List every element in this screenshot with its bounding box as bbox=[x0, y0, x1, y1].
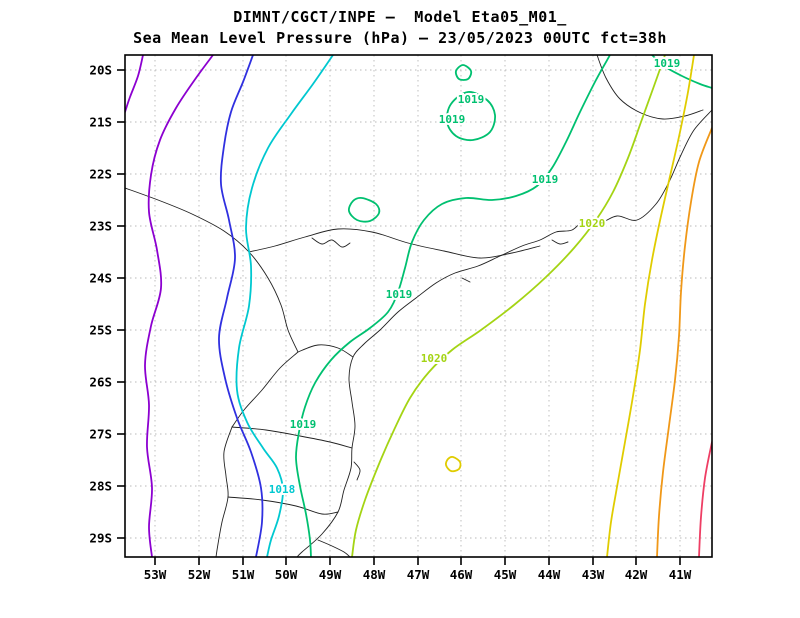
lon-tick-label: 48W bbox=[363, 567, 386, 582]
plot-title: DIMNT/CGCT/INPE – Model Eta05_M01_ bbox=[233, 8, 567, 26]
map-outline-border-mg-es bbox=[596, 55, 704, 120]
isobar-1021 bbox=[444, 455, 462, 473]
lat-tick-label: 29S bbox=[89, 531, 112, 546]
lon-tick-label: 50W bbox=[275, 567, 298, 582]
isobar-1018 bbox=[235, 55, 334, 557]
map-outline-coastline bbox=[296, 109, 712, 557]
isobar-1019 bbox=[651, 55, 712, 89]
isobar-1022 bbox=[656, 127, 712, 557]
lon-tick-label: 41W bbox=[669, 567, 692, 582]
isobar-1019 bbox=[295, 55, 611, 557]
map-outline-island-santos bbox=[461, 277, 471, 283]
lat-tick-label: 24S bbox=[89, 271, 112, 286]
map-outline-border-sp-pr bbox=[297, 344, 354, 358]
isobar-label-1019: 1019 bbox=[439, 113, 466, 126]
lon-tick-label: 53W bbox=[144, 567, 167, 582]
lat-tick-label: 21S bbox=[89, 115, 112, 130]
map-outline-island-ilha-grande bbox=[551, 239, 569, 245]
isobar-1023 bbox=[698, 441, 712, 557]
lon-tick-label: 46W bbox=[450, 567, 473, 582]
map-layer: 1018 1019 1019 1019 1019 1019 1019 1020 1020 bbox=[125, 55, 712, 557]
plot-area-border bbox=[124, 54, 713, 558]
map-outline-border-pr-west bbox=[231, 351, 299, 428]
isobar-1017 bbox=[218, 55, 264, 557]
isobar-1019 bbox=[445, 91, 496, 142]
lon-tick-label: 49W bbox=[319, 567, 342, 582]
isobar-1020 bbox=[351, 55, 666, 557]
lat-tick-label: 28S bbox=[89, 479, 112, 494]
lon-tick-label: 47W bbox=[407, 567, 430, 582]
isobar-1016 bbox=[144, 55, 214, 557]
lon-tick-label: 45W bbox=[494, 567, 517, 582]
lon-tick-label: 52W bbox=[188, 567, 211, 582]
lon-tick-label: 51W bbox=[232, 567, 255, 582]
lon-tick-label: 42W bbox=[625, 567, 648, 582]
plot-subtitle: Sea Mean Level Pressure (hPa) – 23/05/20… bbox=[133, 29, 667, 47]
isobar-1016 bbox=[125, 55, 144, 113]
map-outline-lagoon bbox=[317, 539, 351, 557]
lat-tick-label: 25S bbox=[89, 323, 112, 338]
map-outline-border-west-south bbox=[215, 426, 233, 557]
isobar-1019 bbox=[347, 196, 381, 223]
isobar-1021 bbox=[606, 55, 695, 557]
lat-tick-label: 20S bbox=[89, 63, 112, 78]
isobar-label-1020: 1020 bbox=[421, 352, 448, 365]
lat-tick-label: 22S bbox=[89, 167, 112, 182]
isobar-label-1019: 1019 bbox=[386, 288, 413, 301]
isobar-1019 bbox=[454, 64, 473, 81]
map-outline-island-florianopolis bbox=[353, 461, 361, 481]
isobar-label-1019: 1019 bbox=[532, 173, 559, 186]
map-outline-border-sc-rs bbox=[227, 496, 339, 515]
isobar-label-1019: 1019 bbox=[654, 57, 681, 70]
lat-tick-label: 27S bbox=[89, 427, 112, 442]
isobar-label-1018: 1018 bbox=[269, 483, 296, 496]
isobar-label-1020: 1020 bbox=[579, 217, 606, 230]
lon-tick-label: 43W bbox=[582, 567, 605, 582]
isobar-label-1019: 1019 bbox=[458, 93, 485, 106]
map-outline-border-sp-mg bbox=[248, 228, 541, 259]
lon-tick-label: 44W bbox=[538, 567, 561, 582]
isobar-label-1019: 1019 bbox=[290, 418, 317, 431]
lat-tick-label: 23S bbox=[89, 219, 112, 234]
lat-tick-label: 26S bbox=[89, 375, 112, 390]
map-outline-border-pr-sc bbox=[231, 426, 353, 449]
map-outline-river bbox=[311, 237, 351, 248]
